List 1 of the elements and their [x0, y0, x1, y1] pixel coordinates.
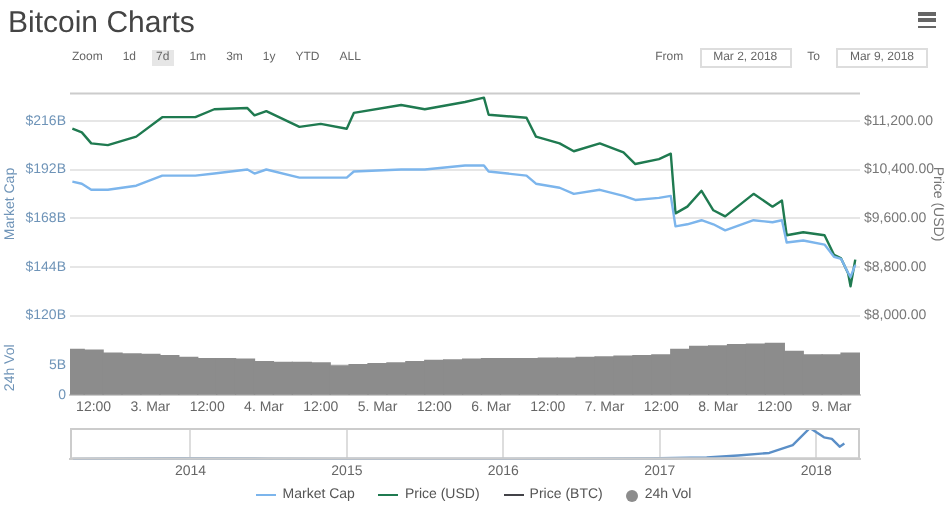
- chart-title: Bitcoin Charts: [8, 6, 195, 40]
